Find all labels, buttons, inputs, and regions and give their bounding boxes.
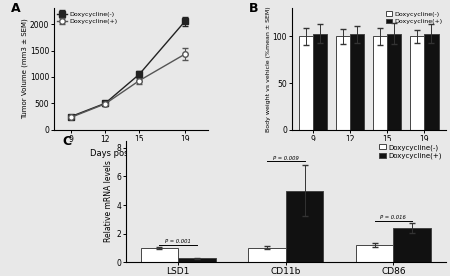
Legend: Doxycycline(-), Doxycycline(+): Doxycycline(-), Doxycycline(+) [386, 11, 442, 24]
Y-axis label: Body weight vs vehicle (%mean ± SEM): Body weight vs vehicle (%mean ± SEM) [266, 6, 271, 132]
Bar [313, 33, 327, 130]
Bar [373, 36, 387, 130]
Bar [286, 191, 324, 262]
Text: A: A [11, 2, 21, 15]
Bar [178, 258, 216, 262]
Text: P = 0.001: P = 0.001 [165, 239, 191, 244]
Bar [350, 34, 365, 130]
Text: P = 0.016: P = 0.016 [380, 215, 406, 220]
Bar [387, 33, 401, 130]
Text: B: B [249, 2, 258, 15]
Bar [424, 33, 438, 130]
Bar [393, 228, 431, 262]
Bar [410, 36, 424, 130]
X-axis label: Days post Injection: Days post Injection [90, 149, 171, 158]
Y-axis label: Tumor Volume (mm3 ± SEM): Tumor Volume (mm3 ± SEM) [22, 18, 28, 120]
Text: C: C [62, 135, 71, 148]
X-axis label: Days post Injection: Days post Injection [328, 149, 409, 158]
Text: P = 0.009: P = 0.009 [273, 156, 299, 161]
Legend: Doxycycline(-), Doxycycline(+): Doxycycline(-), Doxycycline(+) [57, 11, 117, 24]
Legend: Doxycycline(-), Doxycycline(+): Doxycycline(-), Doxycycline(+) [379, 144, 442, 159]
Bar [336, 36, 350, 130]
Y-axis label: Relative mRNA levels: Relative mRNA levels [104, 161, 113, 242]
Bar [299, 36, 313, 130]
Bar [356, 245, 393, 262]
Bar [248, 248, 286, 262]
Bar [140, 248, 178, 262]
